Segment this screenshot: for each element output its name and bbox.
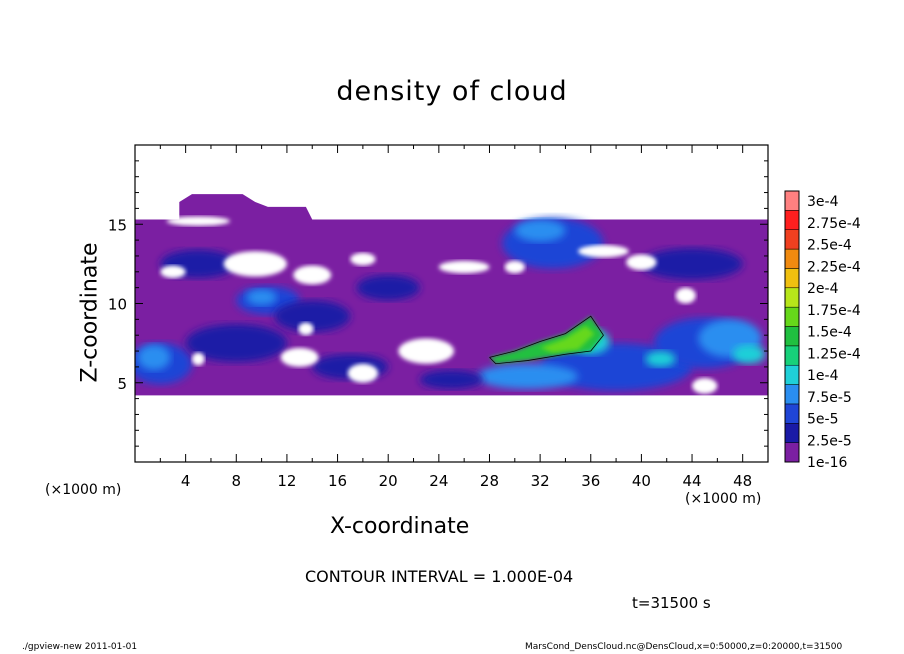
density-field [135, 194, 768, 396]
density-blob [645, 351, 676, 367]
x-tick-label: 36 [581, 472, 600, 490]
cloud-gap [160, 265, 186, 279]
cloud-gap [280, 347, 319, 367]
cloud-gap [347, 363, 379, 383]
cloud-gap [223, 251, 287, 277]
colorbar-label: 2.25e-4 [807, 259, 861, 275]
footer-left: ./gpview-new 2011-01-01 [22, 642, 138, 652]
colorbar-legend: 1e-16 2.5e-5 5e-5 7.5e-5 1e-4 1.25e-4 1.5e-4 1.… [784, 190, 861, 471]
density-blob [732, 344, 766, 364]
colorbar-label: 2.5e-5 [807, 433, 852, 449]
colorbar-swatch [784, 229, 800, 250]
x-unit-note: (×1000 m) [685, 491, 762, 507]
contour-interval: CONTOUR INTERVAL = 1.000E-04 [305, 567, 574, 586]
colorbar-swatch [784, 423, 800, 443]
density-blob [419, 370, 484, 390]
max-density-core [540, 325, 595, 353]
density-blob [641, 248, 743, 280]
colorbar-swatch [784, 364, 800, 385]
x-axis-label: X-coordinate [330, 514, 470, 539]
colorbar-label: 1e-16 [807, 455, 847, 471]
colorbar-label: 7.5e-5 [807, 390, 852, 406]
x-tick-label: 40 [632, 472, 651, 490]
colorbar-label: 1.75e-4 [807, 303, 861, 319]
cloud-gap [398, 338, 455, 364]
colorbar-swatch [784, 268, 800, 289]
density-blob [514, 219, 566, 242]
colorbar-swatch [784, 190, 800, 211]
cloud-gap [438, 260, 490, 274]
colorbar-label: 5e-5 [807, 412, 838, 428]
colorbar-label: 2e-4 [807, 281, 839, 297]
cloud-gap [692, 377, 718, 394]
density-blob [246, 289, 277, 306]
colorbar-swatch [784, 403, 800, 424]
colorbar-label: 1.25e-4 [807, 346, 861, 362]
x-tick-label: 32 [531, 472, 550, 490]
cloud-gap [298, 322, 314, 336]
x-tick-label: 20 [379, 472, 398, 490]
y-tick-label: 5 [117, 375, 127, 393]
time-label: t=31500 s [632, 594, 711, 612]
density-blob [274, 300, 351, 333]
chart-title: density of cloud [336, 76, 568, 107]
y-tick-label: 10 [108, 296, 127, 314]
colorbar-label: 2.75e-4 [807, 216, 861, 232]
colorbar-label: 1.5e-4 [807, 325, 852, 341]
cloud-gap [626, 254, 657, 271]
contour-line [489, 315, 604, 365]
cloud-gap [166, 216, 230, 226]
x-tick-label: 4 [181, 472, 191, 490]
cloud-gap [504, 260, 525, 274]
colorbar-label: 2.5e-4 [807, 238, 852, 254]
x-tick-label: 24 [429, 472, 448, 490]
cloud-gap [293, 265, 332, 285]
x-tick-label: 8 [232, 472, 242, 490]
x-tick-label: 48 [733, 472, 752, 490]
colorbar-swatch [784, 210, 800, 230]
colorbar-swatch [784, 306, 800, 327]
x-tick-label: 16 [328, 472, 347, 490]
footer-right: MarsCond_DensCloud.nc@DensCloud,x=0:5000… [525, 642, 843, 652]
x-tick-label: 44 [682, 472, 701, 490]
x-tick-label: 28 [480, 472, 499, 490]
colorbar-swatch [784, 326, 800, 347]
colorbar-swatch [784, 248, 800, 269]
colorbar-frame [784, 190, 800, 463]
y-tick-label: 15 [108, 216, 127, 234]
density-blob [356, 274, 420, 301]
density-blob [185, 324, 287, 363]
colorbar-label: 3e-4 [807, 194, 839, 210]
density-blob [476, 363, 579, 390]
cloud-gap [350, 252, 376, 266]
cloud-gap [675, 287, 696, 304]
colorbar-swatch [784, 345, 800, 366]
colorbar-swatch [784, 384, 800, 405]
y-unit-note: (×1000 m) [45, 482, 122, 498]
colorbar-swatch [784, 442, 800, 463]
cloud-gap [578, 244, 629, 258]
colorbar-label: 1e-4 [807, 368, 839, 384]
cloud-gap [191, 352, 205, 366]
density-blob [137, 344, 171, 371]
colorbar-swatch [784, 287, 800, 308]
x-tick-label: 12 [277, 472, 296, 490]
